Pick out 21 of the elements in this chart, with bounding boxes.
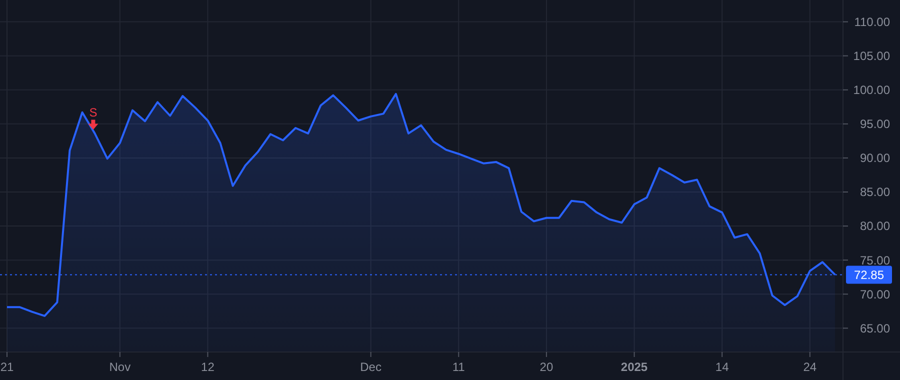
x-tick-label: 21 [0, 360, 14, 374]
y-tick-label: 65.00 [860, 321, 890, 336]
y-tick-label: 110.00 [854, 14, 890, 29]
y-tick-label: 100.00 [853, 83, 890, 98]
y-tick-label: 80.00 [860, 219, 890, 234]
x-tick-label: 11 [452, 360, 466, 374]
x-tick-label: 14 [715, 360, 730, 374]
y-tick-label: 105.00 [853, 49, 890, 64]
x-tick-label: 12 [201, 360, 215, 374]
x-tick-label: Nov [109, 360, 131, 374]
y-tick-label: 95.00 [860, 117, 890, 132]
y-tick-label: 90.00 [860, 151, 890, 166]
x-tick-label: 2025 [620, 360, 648, 374]
y-tick-label: 70.00 [860, 287, 890, 302]
ref-line-label: 72.85 [854, 268, 884, 282]
x-tick-label: Dec [360, 360, 382, 374]
x-tick-label: 24 [803, 360, 817, 374]
x-tick-label: 20 [540, 360, 554, 374]
annotation: S [89, 106, 98, 120]
y-tick-label: 75.00 [860, 253, 890, 268]
y-tick-label: 85.00 [860, 185, 890, 200]
